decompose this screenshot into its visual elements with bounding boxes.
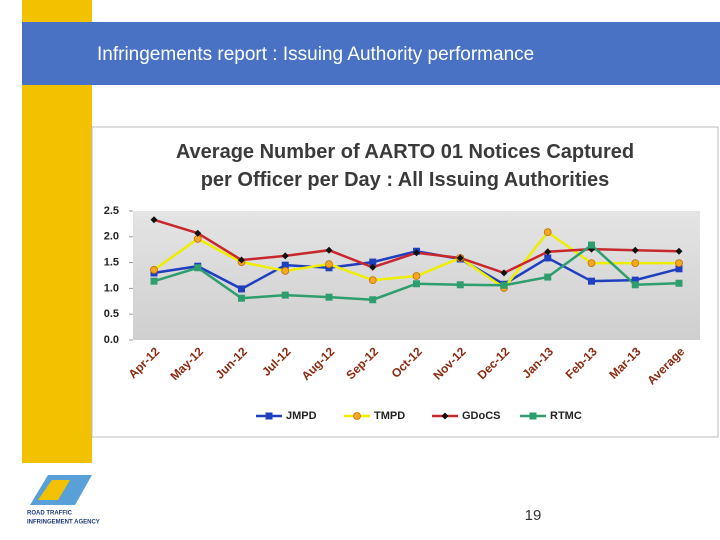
data-point (675, 265, 683, 273)
legend-marker (529, 412, 537, 420)
y-tick-label: 0.0 (104, 334, 119, 346)
data-point (281, 266, 290, 275)
data-point (150, 216, 158, 224)
y-tick-label: 1.5 (104, 257, 119, 269)
legend-label: RTMC (550, 410, 582, 422)
data-point (369, 258, 377, 266)
legend-marker (441, 412, 449, 420)
data-point (325, 260, 333, 269)
data-point (150, 277, 158, 285)
header-title: Infringements report : Issuing Authority… (97, 44, 534, 65)
data-point (412, 272, 421, 280)
data-point (675, 247, 683, 255)
logo-shape (38, 480, 70, 500)
data-point (368, 276, 377, 285)
y-tick-label: 0.5 (104, 308, 119, 320)
data-point (325, 293, 333, 301)
data-point (631, 259, 640, 268)
data-point (369, 263, 377, 271)
legend-marker (265, 412, 273, 420)
data-point (456, 254, 464, 262)
legend-label: JMPD (286, 410, 317, 422)
data-point (238, 294, 245, 302)
data-point (281, 291, 289, 299)
data-point (544, 248, 552, 256)
chart-title: Average Number of AARTO 01 Notices Captu… (175, 141, 635, 191)
data-point (675, 259, 683, 268)
data-point (238, 256, 245, 264)
y-tick-label: 1.0 (104, 282, 119, 294)
logo-text: INFRINGEMENT AGENCY (27, 520, 100, 526)
page-number: 19 (525, 507, 542, 524)
data-point (631, 246, 639, 254)
data-point (413, 280, 420, 288)
y-tick-label: 2.0 (104, 231, 119, 243)
data-point (369, 296, 377, 304)
data-point (194, 229, 202, 237)
logo: ROAD TRAFFIC INFRINGEMENT AGENCY (27, 475, 100, 526)
data-point (500, 281, 508, 289)
legend-label: GDoCS (462, 410, 501, 422)
data-point (587, 259, 596, 268)
data-point (281, 252, 289, 260)
data-point (194, 264, 202, 272)
data-point (543, 228, 552, 237)
data-point (631, 276, 639, 284)
data-point (631, 281, 639, 289)
data-point (675, 279, 683, 287)
data-point (413, 249, 420, 257)
header-band (22, 22, 720, 85)
data-point (238, 285, 245, 293)
legend-label: TMPD (374, 410, 405, 422)
logo-text: ROAD TRAFFIC (27, 511, 73, 517)
data-point (456, 281, 464, 289)
legend-marker (353, 412, 361, 420)
data-point (544, 254, 552, 262)
data-point (281, 261, 289, 269)
data-point (544, 273, 552, 281)
data-point (588, 277, 595, 285)
data-point (588, 241, 595, 249)
data-point (325, 246, 333, 254)
data-point (500, 269, 508, 277)
data-point (150, 265, 158, 274)
y-tick-label: 2.5 (104, 205, 119, 217)
